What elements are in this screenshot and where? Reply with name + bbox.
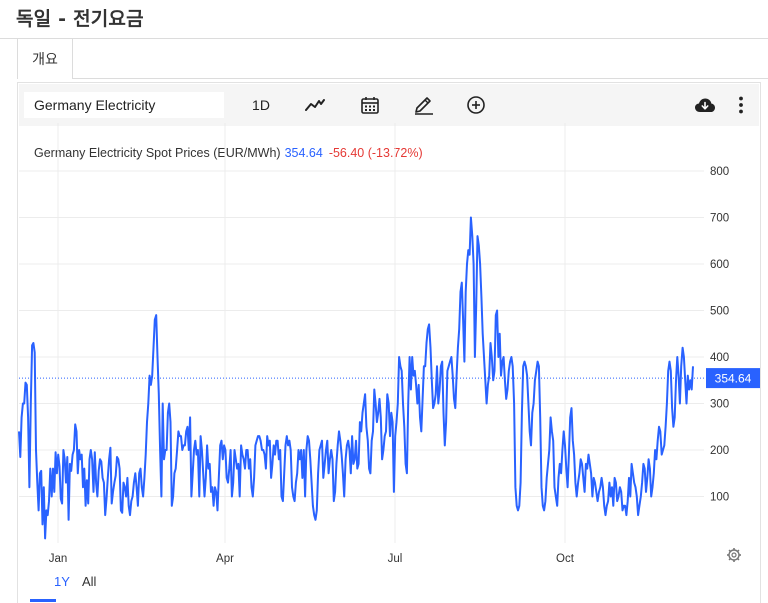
pencil-icon[interactable]	[412, 90, 436, 120]
x-tick-label: Apr	[216, 553, 234, 565]
price-chart: 100 200 300 400 500 600 700 800 Jan Apr Jul Oct 354.…	[18, 123, 760, 565]
price-series-line	[18, 216, 694, 540]
title-divider	[0, 38, 768, 39]
legend-series-name: Germany Electricity Spot Prices (EUR/MWh…	[34, 146, 281, 160]
x-tick-label: Jan	[49, 553, 68, 565]
add-circle-icon[interactable]	[464, 90, 488, 120]
y-tick-label: 500	[710, 306, 729, 318]
range-1y-button[interactable]: 1Y	[54, 574, 70, 589]
line-chart-icon[interactable]	[303, 90, 327, 120]
y-tick-label: 600	[710, 259, 729, 271]
range-all-button[interactable]: All	[82, 574, 97, 589]
y-tick-label: 700	[710, 213, 729, 225]
range-active-indicator	[30, 599, 56, 602]
x-tick-label: Oct	[556, 553, 575, 565]
y-tick-label: 400	[710, 352, 729, 364]
symbol-search-input[interactable]: Germany Electricity	[24, 92, 224, 118]
last-price-tag	[706, 368, 760, 389]
calendar-icon[interactable]	[358, 90, 382, 120]
y-tick-label: 300	[710, 399, 729, 411]
last-price-label: 354.64	[715, 372, 752, 386]
page-title: 독일 - 전기요금	[16, 8, 144, 30]
y-tick-label: 800	[710, 166, 729, 178]
legend-price: 354.64	[284, 146, 323, 160]
y-tick-label: 100	[710, 492, 729, 504]
chart-legend: Germany Electricity Spot Prices (EUR/MWh…	[34, 146, 423, 160]
chart-toolbar: Germany Electricity 1D	[19, 84, 759, 126]
x-tick-label: Jul	[388, 553, 403, 565]
tab-divider	[73, 78, 768, 79]
chart-widget: Germany Electricity 1D Germany Electrici…	[17, 82, 761, 603]
more-vertical-icon[interactable]	[729, 90, 753, 120]
settings-gear-icon[interactable]	[727, 548, 741, 562]
y-tick-label: 200	[710, 445, 729, 457]
interval-button[interactable]: 1D	[252, 97, 270, 113]
tab-overview[interactable]: 개요	[17, 39, 73, 79]
cloud-download-icon[interactable]	[693, 90, 717, 120]
legend-change: -56.40 (-13.72%)	[328, 146, 423, 160]
